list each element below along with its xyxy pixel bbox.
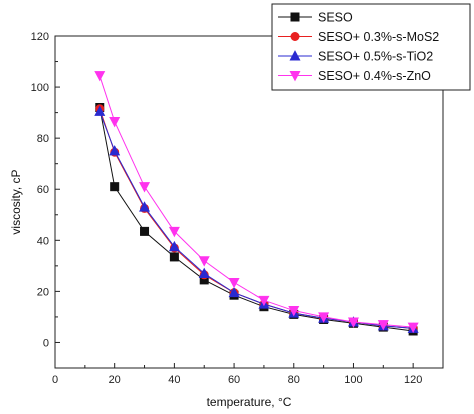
x-axis-label: temperature, °C (207, 395, 292, 409)
x-tick-label: 100 (344, 374, 362, 386)
data-point (110, 182, 120, 192)
x-tick-label: 20 (109, 374, 121, 386)
x-tick-label: 80 (288, 374, 300, 386)
x-tick-label: 40 (168, 374, 180, 386)
data-point (169, 252, 179, 262)
legend-marker (290, 31, 300, 41)
legend-marker (290, 12, 300, 22)
data-point (168, 226, 180, 238)
data-point (168, 240, 180, 252)
y-tick-label: 20 (37, 286, 49, 298)
series-3 (94, 105, 419, 333)
y-axis-label: viscosity, cP (9, 169, 23, 234)
y-tick-label: 0 (43, 337, 49, 349)
y-tick-label: 120 (31, 31, 49, 43)
legend-item: SESO (278, 11, 353, 25)
series-line (99, 107, 414, 332)
data-point (228, 277, 240, 289)
x-tick-label: 120 (404, 374, 422, 386)
data-point (318, 312, 330, 323)
legend-item: SESO+ 0.3%-s-MoS2 (278, 30, 439, 44)
plot-area: 0 20 40 60 80 100 120 0 20 40 60 80 100 120 (31, 31, 444, 386)
data-point (94, 71, 106, 82)
data-point (198, 256, 210, 267)
data-point (288, 306, 300, 317)
data-point (407, 322, 419, 333)
data-point (109, 117, 121, 128)
legend-item: SESO+ 0.5%-s-TiO2 (278, 50, 433, 64)
y-tick-label: 80 (37, 133, 49, 145)
data-point (109, 145, 121, 156)
y-tick-label: 100 (31, 82, 49, 94)
y-axis: 0 20 40 60 80 100 120 (31, 31, 60, 349)
legend-label: SESO+ 0.5%-s-TiO2 (318, 50, 433, 64)
series-2 (95, 104, 418, 333)
legend: SESO SESO+ 0.3%-s-MoS2 SESO+ 0.5%-s-TiO2 SE… (271, 3, 471, 91)
legend-label: SESO+ 0.4%-s-ZnO (318, 69, 431, 83)
legend-marker (289, 71, 301, 82)
x-tick-label: 0 (52, 374, 58, 386)
legend-marker (289, 50, 301, 61)
legend-label: SESO (318, 11, 353, 25)
y-tick-label: 40 (37, 235, 49, 247)
series-layer (94, 71, 419, 336)
data-point (139, 201, 151, 212)
y-tick-label: 60 (37, 184, 49, 196)
series-1 (95, 103, 418, 336)
data-point (94, 105, 106, 116)
data-point (258, 295, 270, 307)
data-point (140, 226, 150, 236)
series-4 (94, 71, 419, 333)
data-point (347, 317, 359, 328)
legend-item: SESO+ 0.4%-s-ZnO (278, 69, 431, 83)
legend-label: SESO+ 0.3%-s-MoS2 (318, 30, 439, 44)
data-point (377, 320, 389, 331)
x-tick-label: 60 (228, 374, 240, 386)
plot-frame (54, 35, 444, 369)
data-point (139, 182, 151, 193)
series-line (99, 75, 414, 328)
x-axis: 0 20 40 60 80 100 120 (52, 363, 422, 386)
data-point (228, 286, 240, 298)
data-point (198, 267, 210, 279)
